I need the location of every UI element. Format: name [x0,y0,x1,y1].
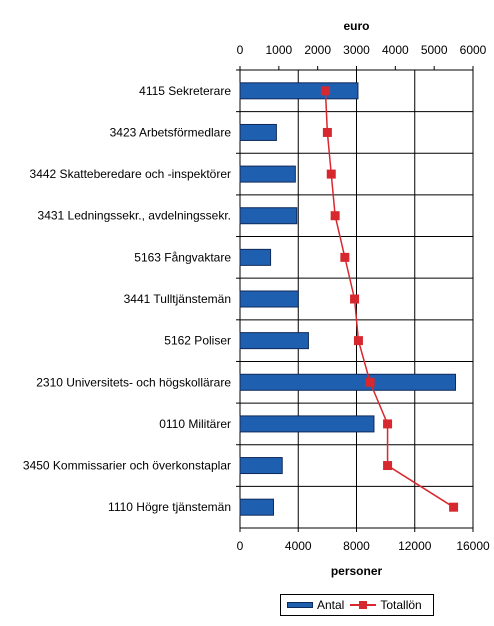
top-axis-label: euro [343,19,369,33]
category-label: 0110 Militärer [159,417,231,431]
marker-totallon [383,419,393,429]
category-label: 4115 Sekreterare [139,84,231,98]
top-axis-tick-label: 6000 [460,43,487,57]
marker-totallon [330,211,340,221]
marker-totallon [449,502,459,512]
bar-antal [239,165,296,183]
category-label: 3442 Skatteberedare och -inspektörer [30,167,231,181]
legend-swatch-totallon [350,600,377,610]
marker-totallon [353,336,363,346]
marker-totallon [365,377,375,387]
category-label: 1110 Högre tjänstemän [108,500,231,514]
category-label: 5163 Fångvaktare [134,250,231,264]
top-axis-tick-label: 5000 [421,43,448,57]
marker-totallon [326,169,336,179]
category-label: 3431 Ledningssekr., avdelningssekr. [38,209,231,223]
top-axis-tick-label: 2000 [304,43,331,57]
category-label: 3423 Arbetsförmedlare [110,125,232,139]
bar-antal [239,457,283,475]
bar-antal [239,207,298,225]
marker-totallon [320,86,330,96]
top-axis-tick-label: 4000 [382,43,409,57]
legend-label-totallon: Totallön [380,598,422,612]
bottom-axis-tick-label: 4000 [285,539,312,553]
marker-totallon [383,461,393,471]
bar-antal [239,248,272,266]
category-label: 3450 Kommissarier och överkonstaplar [23,459,231,473]
legend: Antal Totallön [280,594,434,616]
category-label: 5162 Poliser [164,334,231,348]
bottom-axis-tick-label: 8000 [343,539,370,553]
bottom-axis-tick-label: 12000 [398,539,432,553]
bottom-axis-label: personer [331,564,383,578]
legend-swatch-antal [287,602,313,608]
bar-antal [239,498,274,516]
top-axis-tick-label: 0 [237,43,244,57]
bottom-axis-tick-label: 16000 [456,539,490,553]
top-axis-tick-label: 1000 [265,43,292,57]
marker-totallon [322,127,332,137]
category-label: 2310 Universitets- och högskollärare [36,375,231,389]
legend-item-antal: Antal [287,598,344,612]
legend-item-totallon: Totallön [350,598,422,612]
legend-label-antal: Antal [317,598,345,612]
bar-antal [239,373,457,391]
category-label: 3441 Tulltjänstemän [124,292,231,306]
bar-antal [239,332,309,350]
bar-antal [239,290,299,308]
marker-totallon [340,252,350,262]
bar-antal [239,123,277,141]
marker-totallon [350,294,360,304]
top-axis-tick-label: 3000 [343,43,370,57]
bar-antal [239,82,359,100]
bottom-axis-tick-label: 0 [237,539,244,553]
bar-antal [239,415,375,433]
